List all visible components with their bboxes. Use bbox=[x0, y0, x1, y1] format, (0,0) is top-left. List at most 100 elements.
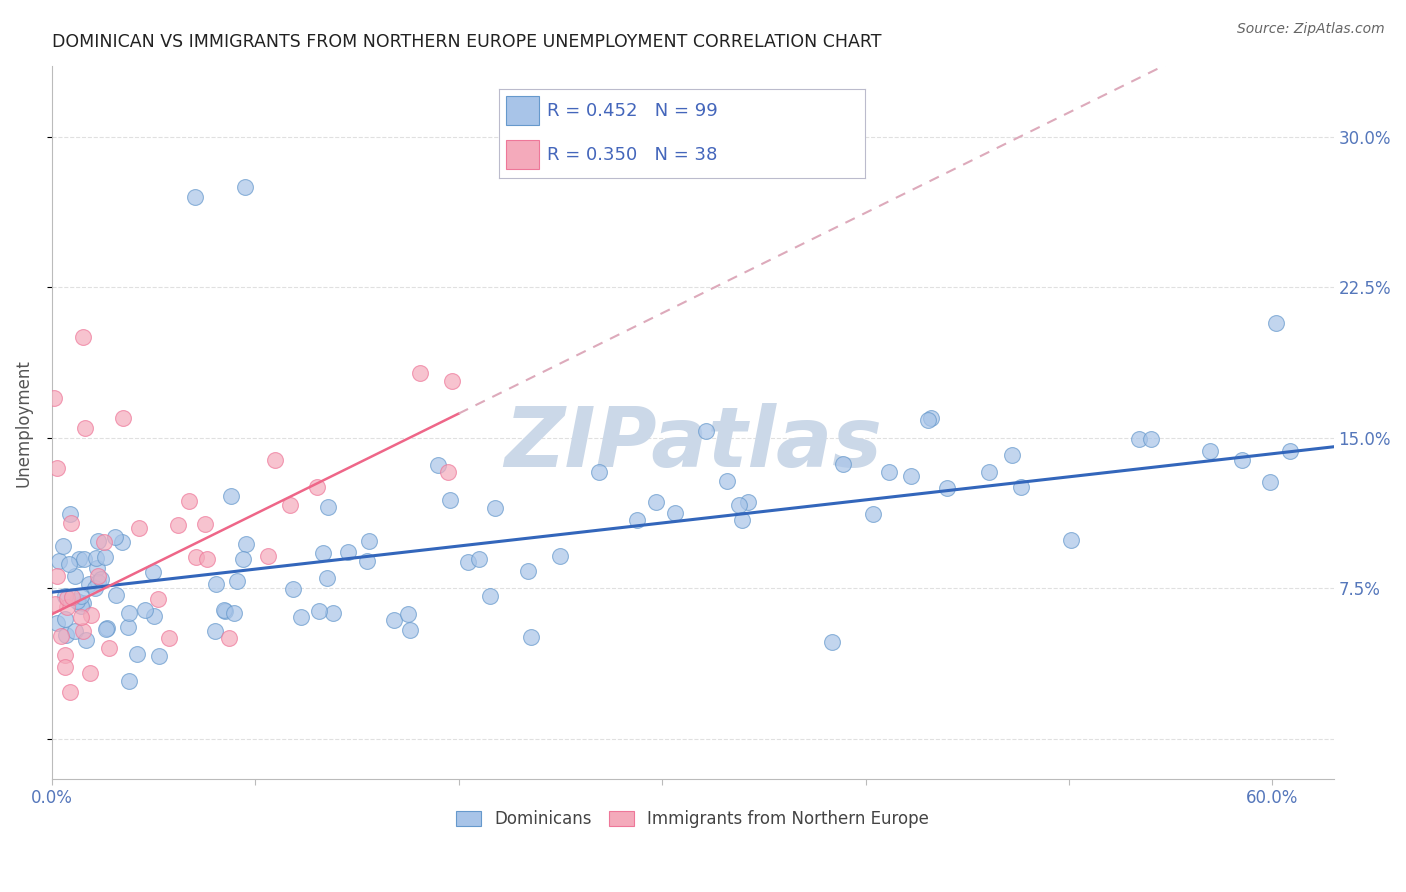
Point bbox=[1258, 475, 1281, 490]
Point bbox=[55, 591, 77, 606]
Point bbox=[87, 574, 110, 589]
Point bbox=[117, 606, 139, 620]
Point bbox=[1139, 432, 1161, 446]
Point bbox=[278, 498, 301, 512]
Point bbox=[664, 506, 686, 520]
Point bbox=[84, 581, 107, 595]
Legend: Dominicans, Immigrants from Northern Europe: Dominicans, Immigrants from Northern Eur… bbox=[450, 804, 935, 835]
Point bbox=[72, 624, 94, 638]
Point bbox=[307, 479, 329, 493]
Point bbox=[56, 600, 79, 615]
Point bbox=[53, 612, 76, 626]
Point bbox=[184, 549, 207, 564]
Point bbox=[86, 551, 108, 566]
Point bbox=[65, 593, 87, 607]
Point bbox=[1010, 480, 1032, 494]
Point bbox=[44, 391, 66, 405]
Point bbox=[437, 465, 460, 479]
Point bbox=[194, 516, 217, 531]
Point bbox=[157, 632, 180, 646]
Point bbox=[94, 549, 117, 564]
Point bbox=[128, 521, 150, 535]
Point bbox=[1060, 533, 1083, 548]
Point bbox=[55, 628, 77, 642]
Point bbox=[214, 604, 236, 618]
Point bbox=[1001, 448, 1024, 462]
Point bbox=[917, 413, 939, 427]
Point bbox=[235, 537, 257, 551]
Point bbox=[468, 552, 491, 566]
Point bbox=[382, 613, 405, 627]
Text: R = 0.452   N = 99: R = 0.452 N = 99 bbox=[547, 102, 717, 120]
Point bbox=[398, 624, 420, 638]
Point bbox=[98, 641, 121, 656]
Bar bbox=[506, 96, 540, 125]
Point bbox=[336, 545, 359, 559]
Point bbox=[281, 582, 304, 597]
Point bbox=[79, 666, 101, 681]
Point bbox=[134, 603, 156, 617]
Point bbox=[125, 648, 148, 662]
Point bbox=[517, 565, 540, 579]
Point bbox=[900, 469, 922, 483]
Point bbox=[73, 420, 96, 434]
Point bbox=[86, 533, 108, 548]
Point bbox=[315, 571, 337, 585]
Point bbox=[49, 630, 72, 644]
Point bbox=[396, 607, 419, 621]
Point bbox=[87, 569, 110, 583]
Point bbox=[695, 424, 717, 438]
Point bbox=[936, 481, 959, 495]
Point bbox=[322, 606, 344, 620]
Point bbox=[225, 574, 247, 588]
Point bbox=[104, 530, 127, 544]
Point bbox=[58, 557, 80, 571]
Point bbox=[63, 624, 86, 639]
Point bbox=[727, 498, 749, 512]
Point bbox=[1128, 432, 1150, 446]
Point bbox=[205, 576, 228, 591]
Point bbox=[427, 458, 450, 473]
Point bbox=[72, 330, 94, 344]
Point bbox=[93, 534, 115, 549]
Point bbox=[52, 539, 75, 553]
Point bbox=[290, 609, 312, 624]
Point bbox=[457, 555, 479, 569]
Point bbox=[439, 493, 461, 508]
Point bbox=[70, 590, 93, 604]
Point bbox=[146, 592, 169, 607]
Point bbox=[645, 495, 668, 509]
Point bbox=[111, 410, 134, 425]
Point bbox=[72, 596, 94, 610]
Point bbox=[45, 460, 67, 475]
Point bbox=[166, 518, 188, 533]
Text: ZIPatlas: ZIPatlas bbox=[503, 403, 882, 484]
Point bbox=[877, 465, 900, 479]
Point bbox=[184, 190, 207, 204]
Point bbox=[626, 513, 648, 527]
Point bbox=[53, 659, 76, 673]
Point bbox=[142, 608, 165, 623]
Point bbox=[233, 179, 256, 194]
Point bbox=[204, 624, 226, 639]
Point bbox=[111, 534, 134, 549]
Point bbox=[195, 551, 218, 566]
Point bbox=[1279, 443, 1302, 458]
Point bbox=[48, 554, 70, 568]
Point bbox=[86, 560, 108, 574]
Point bbox=[831, 457, 853, 471]
Point bbox=[177, 494, 200, 508]
Point bbox=[920, 410, 942, 425]
Point bbox=[117, 620, 139, 634]
Point bbox=[316, 500, 339, 514]
Point bbox=[45, 568, 67, 582]
Point bbox=[218, 632, 240, 646]
Point bbox=[408, 366, 430, 380]
Point bbox=[59, 685, 82, 699]
Point bbox=[70, 599, 93, 614]
Point bbox=[1265, 316, 1288, 330]
Point bbox=[212, 602, 235, 616]
Point bbox=[90, 573, 112, 587]
Point bbox=[716, 474, 738, 488]
Point bbox=[69, 610, 91, 624]
